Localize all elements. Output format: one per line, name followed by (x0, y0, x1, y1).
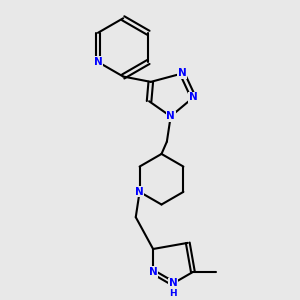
Text: N: N (166, 111, 175, 122)
Text: N: N (178, 68, 187, 79)
Text: N: N (94, 57, 102, 67)
Text: H: H (169, 289, 177, 298)
Text: N: N (149, 267, 158, 277)
Text: N: N (135, 187, 144, 197)
Text: N: N (169, 278, 177, 289)
Text: N: N (189, 92, 198, 102)
